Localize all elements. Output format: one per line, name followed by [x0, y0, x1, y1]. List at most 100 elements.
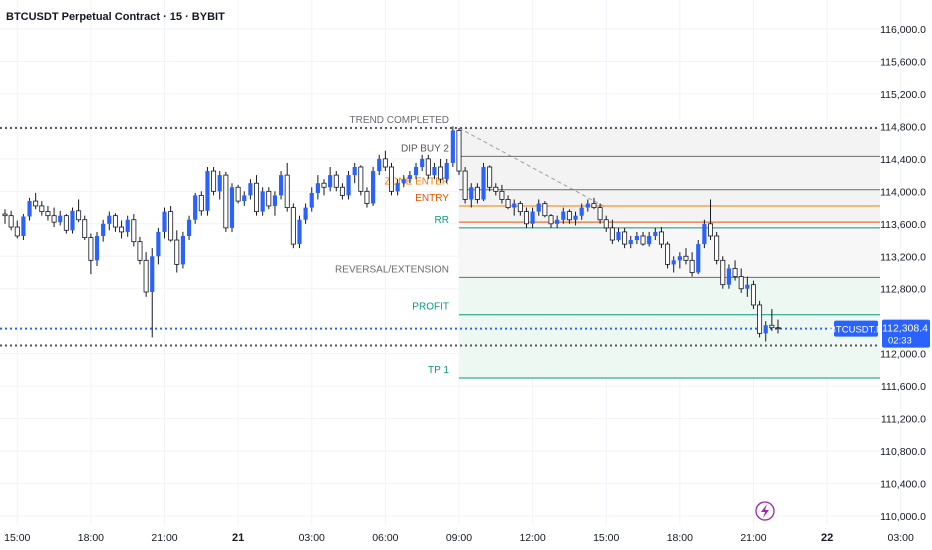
price-axis[interactable]: 116,000.0 115,600.0 115,200.0 114,800.0 114,… [880, 24, 926, 523]
candle-body [193, 195, 198, 220]
candle-body [8, 215, 14, 228]
candle-body [517, 203, 523, 213]
candle-body [763, 325, 768, 334]
candle-body [726, 268, 732, 285]
candle-body [14, 226, 20, 237]
level-label: TP 1 [428, 365, 449, 376]
candle-body [382, 158, 388, 168]
candle-body [401, 179, 406, 184]
time-axis-label: 03:00 [888, 532, 914, 544]
candle-body [450, 130, 455, 163]
level-label: DIP BUY 2 [401, 143, 449, 154]
price-tag-box [882, 319, 930, 348]
candle-body [131, 219, 137, 243]
time-axis-label: 03:00 [299, 532, 325, 544]
time-axis-label: 21:00 [151, 532, 177, 544]
candle-body [143, 259, 149, 293]
candle-body [628, 240, 633, 245]
time-axis-label: 12:00 [519, 532, 545, 544]
price-axis-label: 110,400.0 [880, 479, 926, 491]
candle-body [474, 186, 480, 200]
candle-body [82, 219, 88, 238]
time-axis[interactable]: 15:00 18:00 21:00 21 03:00 06:00 09:00 12:00 15:… [4, 532, 932, 544]
price-axis-label: 112,000.0 [880, 349, 926, 361]
candle-body [536, 203, 541, 212]
price-axis-label: 115,600.0 [880, 56, 926, 68]
candle-body [413, 166, 419, 176]
lightning-icon[interactable] [755, 501, 775, 521]
candle-body [481, 166, 486, 200]
candle-body [107, 215, 112, 224]
candle-body [278, 175, 284, 196]
candle-body [33, 200, 39, 207]
time-axis-label: 15:00 [593, 532, 619, 544]
candle-body [671, 260, 676, 265]
candle-body [512, 203, 517, 208]
candle-body [432, 166, 437, 176]
candle-body [358, 166, 364, 192]
time-axis-label: 06:00 [372, 532, 398, 544]
candle-body [438, 166, 444, 180]
candle-body [321, 182, 327, 188]
price-axis-label: 114,800.0 [880, 121, 926, 133]
candle-body [720, 259, 726, 286]
candle-body [683, 255, 689, 261]
candle-body [616, 231, 621, 241]
candle-body [125, 219, 130, 232]
candle-body [425, 158, 431, 176]
candle-body [499, 190, 505, 200]
candle-body [647, 235, 652, 245]
candle-body [677, 256, 682, 261]
candle-body [653, 231, 658, 236]
candle-body [364, 190, 370, 204]
candle-body [235, 186, 241, 202]
candle-body [76, 210, 82, 221]
candle-body [2, 213, 8, 217]
candle-body [634, 235, 639, 241]
candle-body [198, 194, 204, 212]
candle-body [248, 183, 253, 196]
candle-body [119, 226, 125, 233]
candle-body [573, 215, 578, 220]
candle-body [88, 237, 94, 261]
candle-body [112, 215, 118, 228]
candle-body [242, 195, 247, 202]
price-label: 112,308.4 [882, 323, 928, 335]
candle-body [174, 239, 180, 265]
candle-body [260, 191, 265, 212]
candle-body [548, 215, 554, 225]
time-axis-label: 15:00 [4, 532, 30, 544]
price-tag: BTCUSDT.P 112,308.402:33 [830, 319, 930, 348]
time-axis-label: 22 [821, 532, 833, 544]
time-axis-label: 18:00 [78, 532, 104, 544]
price-axis-label: 115,200.0 [880, 89, 926, 101]
candle-body [395, 183, 400, 192]
candle-body [757, 304, 763, 334]
candle-body [45, 211, 51, 217]
chart-title: BTCUSDT Perpetual Contract · 15 · BYBIT [6, 11, 225, 23]
candle-body [622, 231, 628, 245]
price-axis-label: 110,000.0 [880, 511, 926, 523]
candle-body [579, 207, 584, 216]
time-axis-label: 21:00 [740, 532, 766, 544]
price-axis-label: 111,200.0 [881, 414, 926, 426]
candle-body [561, 211, 566, 220]
candle-body [39, 205, 45, 213]
candle-body [229, 187, 235, 228]
candle-body [462, 170, 468, 200]
price-axis-label: 114,000.0 [880, 186, 926, 198]
candle-body [377, 158, 382, 172]
level-label: RR [435, 215, 449, 226]
candle-body [750, 284, 756, 306]
candle-body [217, 175, 222, 192]
candle-body [94, 235, 100, 261]
candle-body [738, 276, 744, 290]
candle-body [505, 199, 511, 208]
candle-body [487, 166, 493, 188]
symbol-label: BTCUSDT.P [830, 325, 883, 336]
price-axis-label: 114,400.0 [880, 154, 926, 166]
candle-body [456, 130, 462, 172]
candle-body [640, 235, 646, 245]
candle-body [27, 201, 32, 217]
